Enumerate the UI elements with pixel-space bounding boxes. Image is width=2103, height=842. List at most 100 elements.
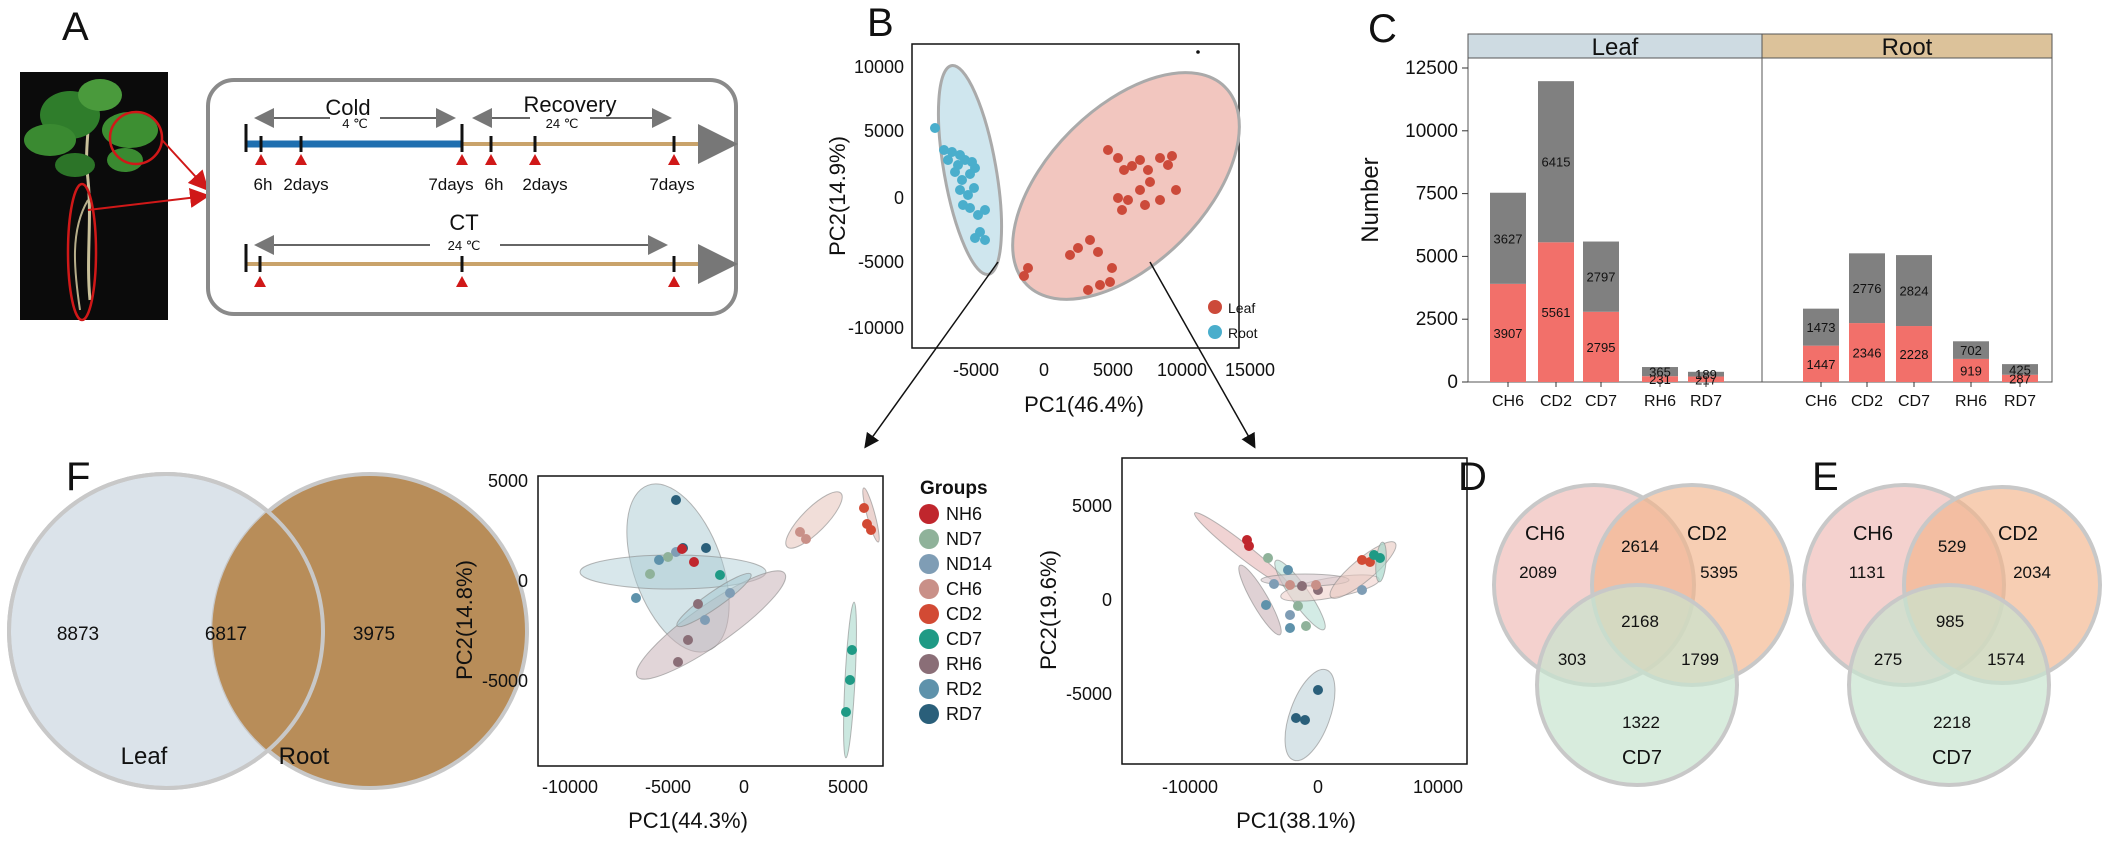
legend-swatch — [919, 579, 939, 599]
pca-point — [1285, 610, 1295, 620]
pca-point — [683, 635, 693, 645]
bar-segment — [1803, 308, 1839, 346]
bar-value-label: 2824 — [1900, 284, 1929, 299]
b-xtick: 15000 — [1225, 360, 1275, 380]
root-points — [930, 123, 990, 245]
y-axis: CH6 CD2 CD7 RH6 RD7 CH6 CD2 CD7 RH6 RD7 0 2500 5000 7… — [1405, 58, 2036, 410]
leaf-points — [1019, 145, 1181, 295]
venn-e-label: CD2 — [1998, 523, 2038, 545]
x-tick-label: CD2 — [1851, 393, 1883, 410]
panel-a: A — [20, 5, 738, 322]
bar-segment — [1803, 345, 1839, 382]
venn-d-value: 2089 — [1519, 563, 1557, 582]
leaf-point — [1113, 193, 1123, 203]
bar-segment — [2002, 374, 2038, 382]
venn-e-value: 529 — [1938, 537, 1966, 556]
panel-c: C Leaf Root 3907362755616415279527972313… — [1357, 7, 2053, 410]
bar-segment — [1688, 371, 1724, 377]
arrow-to-root-pca — [1149, 261, 1256, 449]
x-tick-label: RH6 — [1644, 393, 1676, 410]
pca-point — [1269, 579, 1279, 589]
venn-e-value: 2218 — [1933, 713, 1971, 732]
legend-label: ND14 — [946, 554, 992, 574]
venn-d-value: 2168 — [1621, 612, 1659, 631]
root-point — [963, 190, 973, 200]
pca-point — [1313, 685, 1323, 695]
b-ytick: -10000 — [848, 318, 904, 338]
cold-temp: 4 ℃ — [342, 116, 367, 131]
panel-e-letter: E — [1812, 455, 1839, 499]
venn-d-value: 2614 — [1621, 537, 1659, 556]
legend-swatch — [919, 629, 939, 649]
pca-point — [1301, 621, 1311, 631]
bar-value-label: 287 — [2009, 371, 2031, 386]
pca-point — [700, 615, 710, 625]
root-point — [939, 145, 949, 155]
legend-label: ND7 — [946, 529, 982, 549]
c-ylabel: Number — [1357, 157, 1384, 242]
legend-root-dot — [1208, 325, 1222, 339]
bar-layer: 3907362755616415279527972313652171891447… — [1490, 81, 2038, 387]
venn-d-c — [1535, 583, 1739, 787]
venn-e-value: 275 — [1874, 650, 1902, 669]
x-tick-label: CH6 — [1805, 393, 1837, 410]
groups-legend: Groups NH6 ND7 ND14 CH6 CD2 CD7 RH6 RD2 RD7 — [919, 478, 992, 724]
venn-d-label: CD2 — [1687, 523, 1727, 545]
root-point — [930, 123, 940, 133]
bar-value-label: 5561 — [1542, 305, 1571, 320]
root-arrow — [87, 187, 210, 211]
legend-label: NH6 — [946, 504, 982, 524]
pca-point — [631, 593, 641, 603]
root-point — [943, 155, 953, 165]
cold-label: Cold — [325, 95, 370, 120]
bar-value-label: 1447 — [1807, 357, 1836, 372]
leaf-point — [1085, 235, 1095, 245]
venn-e-label: CH6 — [1853, 523, 1893, 545]
panel-b-letter: B — [867, 1, 894, 45]
root-point — [970, 233, 980, 243]
leaf-arrow — [161, 139, 209, 191]
b-ytick: -5000 — [858, 252, 904, 272]
pca-point — [1285, 580, 1295, 590]
x-tick-label: RD7 — [2004, 393, 2036, 410]
leaf-point — [1163, 160, 1173, 170]
pl-xtick: 0 — [739, 777, 749, 797]
facet-label-root: Root — [1882, 34, 1933, 61]
root-point — [973, 210, 983, 220]
legend-label: CD2 — [946, 604, 982, 624]
bar-value-label: 919 — [1960, 363, 1982, 378]
legend-label: RH6 — [946, 654, 982, 674]
pca-point — [1261, 600, 1271, 610]
b-xlabel: PC1(46.4%) — [1024, 392, 1144, 417]
leaf-point — [1095, 280, 1105, 290]
panel-e: E CH6 CD2 CD7 1131 2034 2218 529 275 157… — [1802, 455, 2102, 787]
facet-label-leaf: Leaf — [1592, 34, 1639, 61]
pca-point — [1357, 555, 1367, 565]
venn-d-value: 5395 — [1700, 563, 1738, 582]
venn-e-value: 985 — [1936, 612, 1964, 631]
bar-segment — [2002, 364, 2038, 375]
venn-leaf-only: 8873 — [57, 624, 99, 645]
panel-c-letter: C — [1368, 7, 1397, 51]
leaf-point — [1127, 161, 1137, 171]
ct-temp: 24 ℃ — [448, 238, 481, 253]
leaf-point — [1103, 145, 1113, 155]
timeline-box — [206, 78, 738, 316]
pca-point — [866, 525, 876, 535]
bar-segment — [1583, 311, 1619, 382]
tick-label: 6h — [485, 175, 504, 194]
bar-segment — [1688, 376, 1724, 382]
recovery-label: Recovery — [524, 92, 617, 117]
pca-point — [1283, 565, 1293, 575]
pca-point — [1244, 541, 1254, 551]
root-point — [970, 163, 980, 173]
ct-label: CT — [449, 210, 478, 235]
bar-value-label: 1473 — [1807, 320, 1836, 335]
venn-d-value: 1799 — [1681, 650, 1719, 669]
panel-a-letter: A — [62, 5, 89, 49]
venn-d-value: 1322 — [1622, 713, 1660, 732]
bar-segment — [1490, 283, 1526, 382]
bar-value-label: 2776 — [1853, 281, 1882, 296]
bar-value-label: 702 — [1960, 343, 1982, 358]
